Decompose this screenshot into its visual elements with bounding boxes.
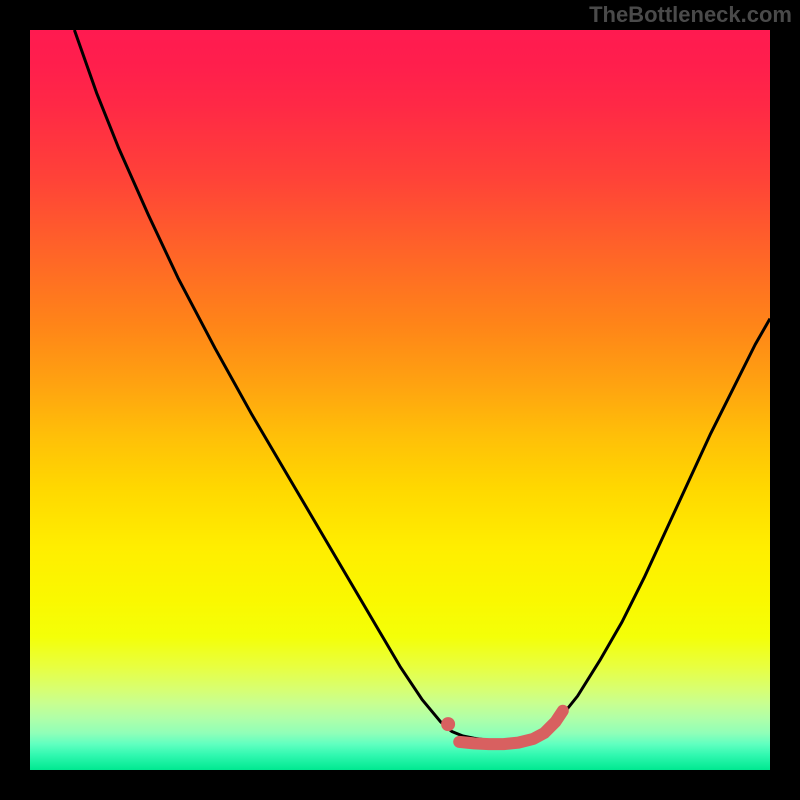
watermark-text: TheBottleneck.com [589, 2, 792, 28]
optimal-point-marker [441, 717, 455, 731]
plot-background [30, 30, 770, 770]
bottleneck-chart [0, 0, 800, 800]
chart-container: TheBottleneck.com [0, 0, 800, 800]
